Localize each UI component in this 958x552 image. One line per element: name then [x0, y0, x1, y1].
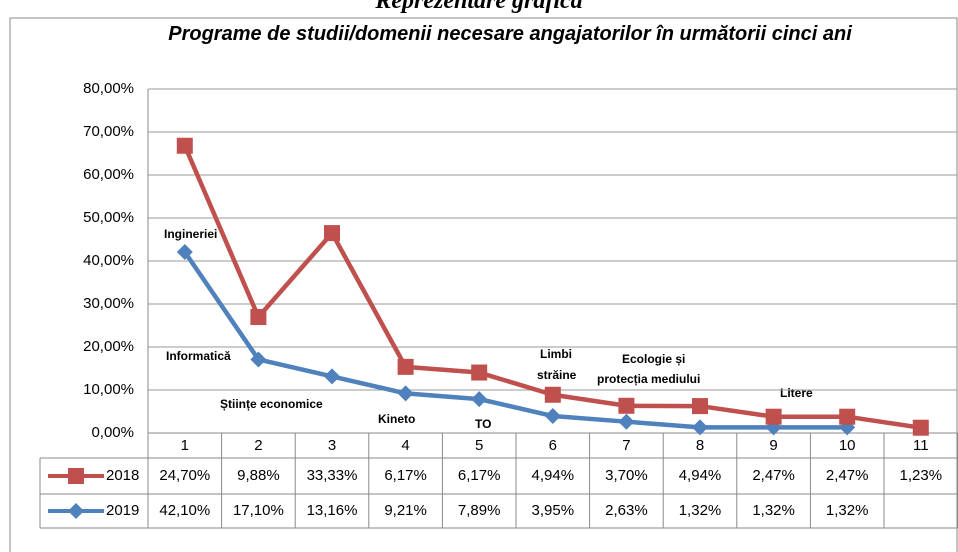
chart-border: [9, 17, 958, 552]
x-tick-label: 5: [475, 437, 483, 454]
annotation: Ecologie și: [622, 352, 685, 366]
y-tick-label: 70,00%: [83, 123, 134, 140]
marker: [250, 308, 267, 325]
value-label: 2,63%: [605, 502, 648, 519]
marker: [544, 408, 561, 425]
value-label: 1,32%: [826, 502, 869, 519]
value-label: 3,95%: [532, 502, 575, 519]
x-tick-label: 11: [913, 437, 929, 454]
marker: [912, 419, 929, 436]
marker: [397, 385, 414, 402]
marker: [765, 408, 782, 425]
legend-label: 2019: [106, 502, 139, 519]
y-tick-label: 80,00%: [83, 80, 134, 97]
x-tick-label: 7: [622, 437, 630, 454]
value-label: 2,47%: [826, 467, 869, 484]
marker: [176, 137, 193, 154]
x-tick-label: 3: [328, 437, 336, 454]
marker: [324, 368, 340, 385]
x-tick-label: 4: [401, 437, 409, 454]
marker: [397, 358, 414, 375]
x-tick-label: 6: [549, 437, 557, 454]
y-tick-label: 60,00%: [83, 166, 134, 183]
marker: [839, 408, 856, 425]
series-2019: [176, 243, 856, 436]
annotation: Informatică: [166, 349, 231, 363]
legend-label: 2018: [106, 467, 139, 484]
marker: [250, 351, 267, 368]
y-tick-label: 50,00%: [83, 209, 134, 226]
marker: [544, 386, 561, 403]
annotation: Științe economice: [220, 397, 323, 411]
marker: [471, 391, 488, 408]
value-label: 17,10%: [233, 502, 284, 519]
annotation: străine: [537, 368, 577, 382]
annotation: Litere: [780, 386, 813, 400]
y-tick-label: 30,00%: [83, 295, 134, 312]
value-label: 6,17%: [458, 467, 501, 484]
value-label: 7,89%: [458, 502, 501, 519]
x-tick-label: 9: [769, 437, 777, 454]
marker: [692, 419, 708, 436]
line: [182, 250, 848, 430]
value-label: 4,94%: [532, 467, 575, 484]
value-label: 6,17%: [384, 467, 427, 484]
y-tick-label: 10,00%: [83, 381, 134, 398]
value-label: 4,94%: [679, 467, 722, 484]
value-label: 9,21%: [384, 502, 427, 519]
marker: [324, 225, 340, 242]
y-tick-label: 0,00%: [91, 424, 134, 441]
value-label: 9,88%: [237, 467, 280, 484]
value-label: 33,33%: [307, 467, 358, 484]
value-label: 13,16%: [307, 502, 358, 519]
x-tick-label: 1: [181, 437, 189, 454]
marker: [692, 398, 708, 415]
marker: [176, 243, 193, 260]
x-tick-label: 8: [696, 437, 704, 454]
marker: [618, 397, 635, 414]
annotation: Limbi: [540, 347, 572, 361]
annotation: TO: [475, 417, 491, 431]
marker: [68, 503, 84, 519]
value-label: 2,47%: [752, 467, 795, 484]
series-2018: [176, 137, 929, 436]
annotation: protecția mediului: [597, 372, 700, 386]
value-label: 24,70%: [159, 467, 210, 484]
marker: [68, 468, 84, 484]
value-label: 42,10%: [159, 502, 210, 519]
y-tick-label: 40,00%: [83, 252, 134, 269]
annotation: Ingineriei: [164, 227, 217, 241]
x-tick-label: 10: [839, 437, 856, 454]
heading: Reprezentare grafică: [375, 0, 583, 14]
y-tick-label: 20,00%: [83, 338, 134, 355]
value-label: 1,32%: [679, 502, 722, 519]
annotation: Kineto: [378, 412, 415, 426]
value-label: 1,23%: [900, 467, 943, 484]
value-label: 1,32%: [752, 502, 795, 519]
value-label: 3,70%: [605, 467, 648, 484]
marker: [618, 413, 635, 430]
chart-title: Programe de studii/domenii necesare anga…: [168, 23, 852, 45]
marker: [471, 364, 488, 381]
x-tick-label: 2: [254, 437, 262, 454]
